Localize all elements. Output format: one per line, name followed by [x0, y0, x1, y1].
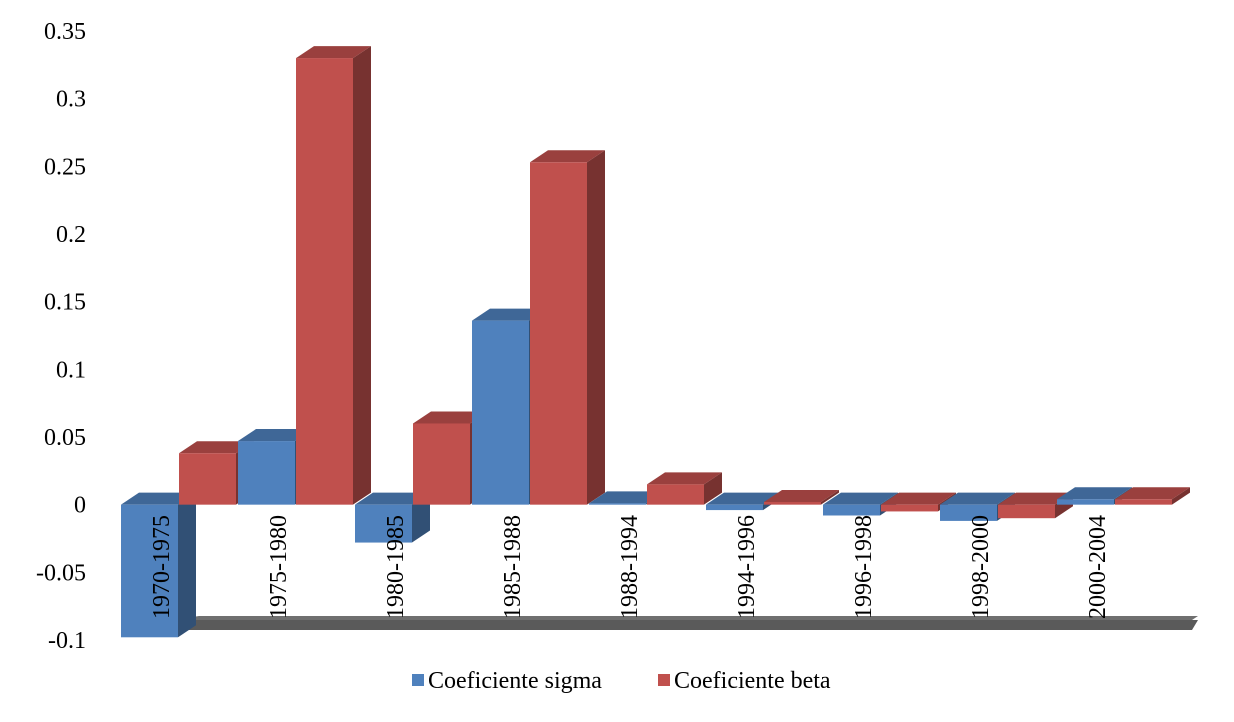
x-axis-ticks: 1970-1975 1975-1980 1980-1985 1985-1988 1988… [149, 515, 1111, 619]
sigma-bar [472, 320, 529, 505]
y-tick-label: 0.2 [56, 222, 86, 248]
bar-top [121, 492, 196, 505]
bar-side [704, 472, 722, 505]
bar-side [412, 492, 430, 543]
bar-top [238, 429, 313, 442]
y-tick-label: 0.05 [44, 425, 86, 451]
bar [647, 472, 722, 505]
y-tick-label: -0.05 [36, 560, 86, 586]
bar-top [413, 411, 488, 424]
bar-top [823, 492, 898, 505]
bar [355, 492, 430, 543]
x-tick-label: 1998-2000 [968, 515, 994, 619]
sigma-bar [355, 504, 412, 543]
bar-top [764, 489, 839, 502]
beta-bar [179, 453, 236, 505]
legend-label: Coeficiente sigma [428, 668, 602, 694]
legend-label: Coeficiente beta [674, 668, 831, 694]
legend: Coeficiente sigma Coeficiente beta [412, 668, 831, 694]
bar-side [1172, 487, 1190, 505]
y-tick-label: -0.1 [48, 628, 86, 654]
beta-bar [413, 423, 470, 505]
y-axis-ticks: 0.35 0.3 0.25 0.2 0.15 0.1 0.05 0 -0.05 -0.1 [36, 19, 86, 654]
y-tick-label: 0 [74, 493, 86, 519]
beta-bar [881, 504, 938, 512]
bars [121, 46, 1190, 638]
sigma-bar [238, 441, 295, 505]
bar [121, 492, 196, 638]
bar-top [881, 492, 956, 505]
bar [530, 150, 605, 505]
y-tick-label: 0.1 [56, 357, 86, 383]
y-tick-label: 0.25 [44, 154, 86, 180]
x-tick-label: 1980-1985 [383, 515, 409, 619]
x-tick-label: 1970-1975 [149, 515, 175, 619]
sigma-bar [823, 504, 880, 516]
beta-bar [647, 484, 704, 505]
floor-front [181, 620, 1198, 630]
beta-bar [764, 501, 821, 505]
bar-top [472, 308, 547, 321]
x-tick-label: 1985-1988 [500, 515, 526, 619]
bar [1115, 487, 1190, 505]
sigma-bar [589, 503, 646, 505]
x-tick-label: 1988-1994 [617, 515, 643, 619]
chart-floor [121, 616, 1198, 630]
x-tick-label: 1996-1998 [851, 515, 877, 619]
bar-top [647, 472, 722, 485]
beta-bar [998, 504, 1055, 519]
beta-bar [1115, 499, 1172, 505]
y-tick-label: 0.15 [44, 290, 86, 316]
bar-top [706, 492, 781, 505]
legend-swatch [412, 674, 424, 686]
beta-bar [530, 162, 587, 505]
bar-top [940, 492, 1015, 505]
y-tick-label: 0.3 [56, 87, 86, 113]
bar-top [355, 492, 430, 505]
bar [764, 489, 839, 505]
bar-top [998, 492, 1073, 505]
bar-side [178, 492, 196, 638]
bar-side [587, 150, 605, 505]
bar-top [1115, 487, 1190, 500]
bar-top [179, 441, 254, 454]
sigma-bar [121, 504, 178, 638]
bar-top [530, 150, 605, 163]
bar-top [589, 491, 664, 504]
beta-bar [296, 58, 353, 505]
x-tick-label: 2000-2004 [1085, 515, 1111, 619]
x-tick-label: 1975-1980 [266, 515, 292, 619]
x-tick-label: 1994-1996 [734, 515, 760, 619]
bar-top [1057, 487, 1132, 500]
sigma-bar [940, 504, 997, 521]
legend-swatch [658, 674, 670, 686]
y-tick-label: 0.35 [44, 19, 86, 45]
bar [296, 46, 371, 505]
sigma-bar [1057, 499, 1114, 505]
sigma-bar [706, 504, 763, 511]
bar-side [821, 489, 839, 505]
bar-side [353, 46, 371, 505]
bar-top [296, 46, 371, 59]
